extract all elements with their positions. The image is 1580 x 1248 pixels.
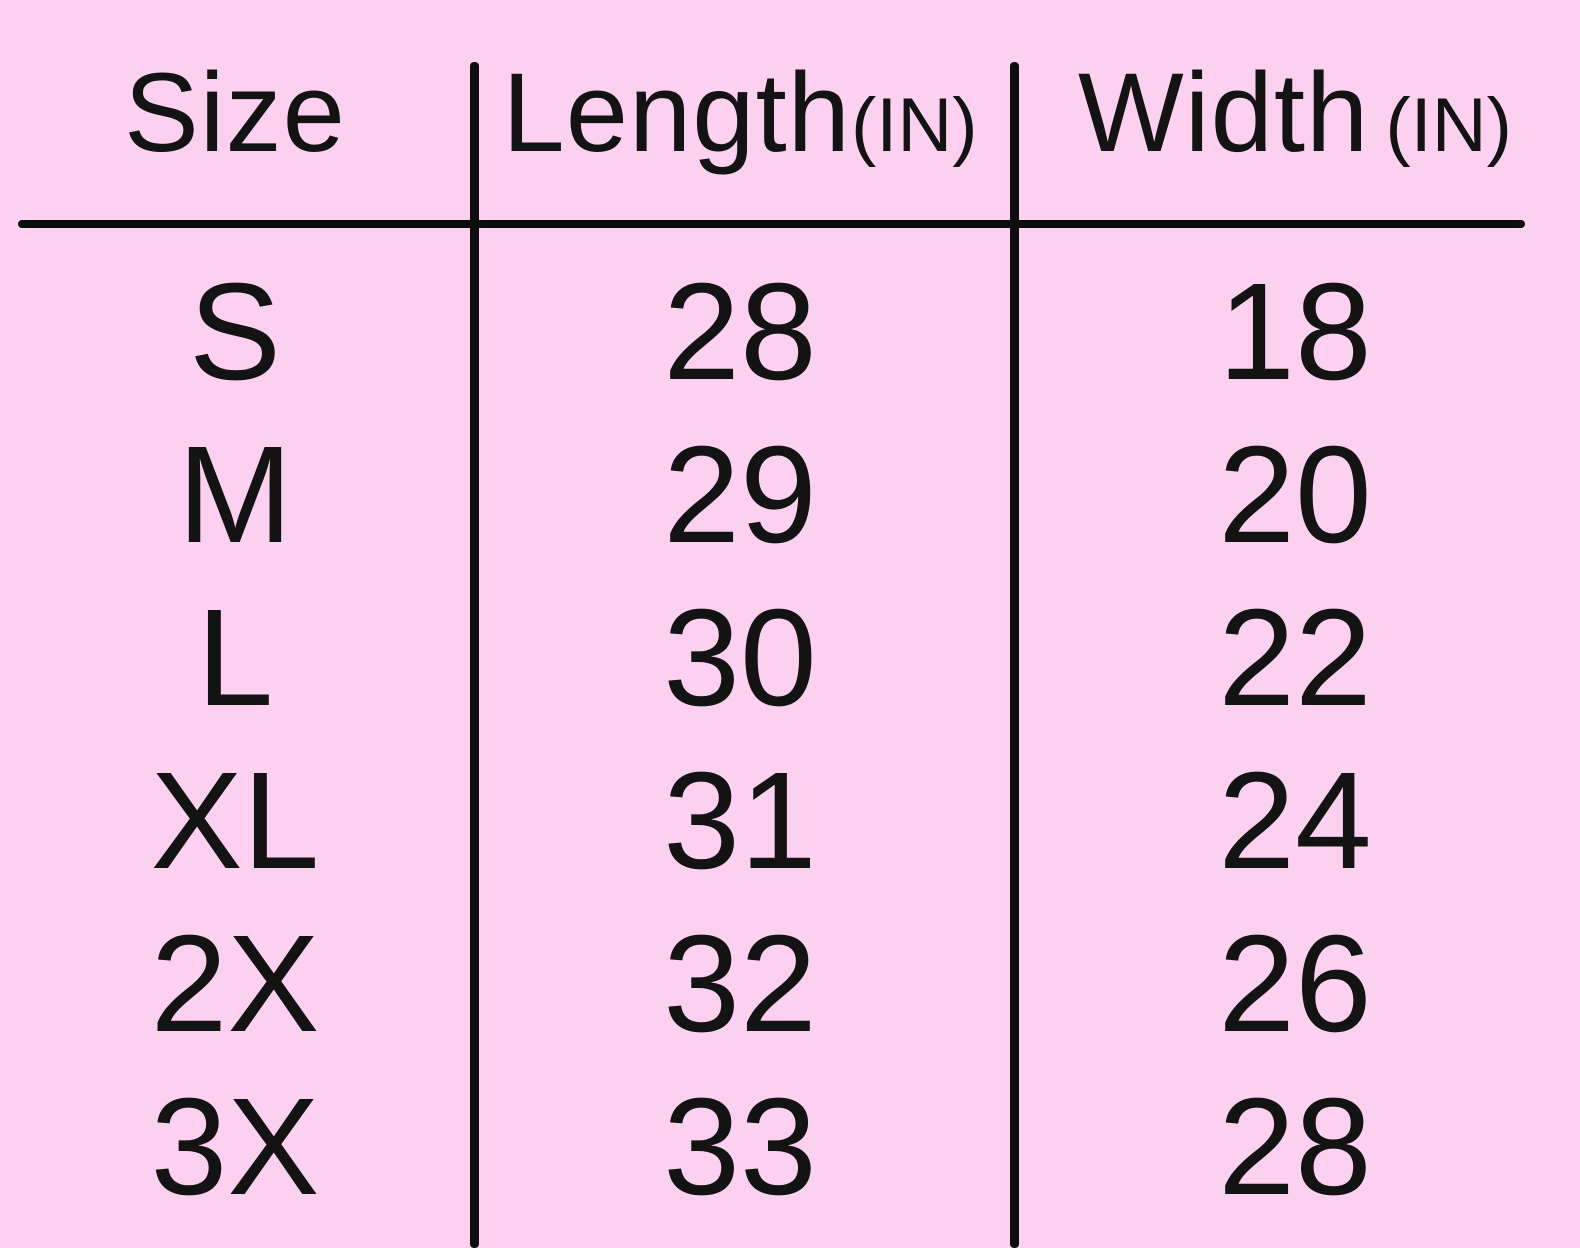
column-header-length: Length(IN) bbox=[470, 56, 1010, 169]
cell-size: S bbox=[188, 254, 282, 409]
cell-width: 18 bbox=[1218, 254, 1372, 409]
cell-length: 31 bbox=[663, 743, 817, 898]
cell-width: 20 bbox=[1218, 417, 1372, 572]
cell-size: 2X bbox=[150, 906, 320, 1061]
table-body: S 28 18 M 29 20 L 30 22 XL 31 24 2X 32 2… bbox=[0, 250, 1580, 1228]
cell-length: 29 bbox=[663, 417, 817, 572]
cell-width: 28 bbox=[1218, 1069, 1372, 1224]
header-divider-line bbox=[18, 220, 1525, 228]
cell-size: 3X bbox=[150, 1069, 320, 1224]
column-header-length-unit: (IN) bbox=[850, 82, 978, 168]
cell-length: 33 bbox=[663, 1069, 817, 1224]
column-header-size-label: Size bbox=[124, 49, 346, 175]
table-row: XL 31 24 bbox=[0, 739, 1580, 902]
column-header-width-label: Width bbox=[1078, 49, 1370, 175]
cell-width: 26 bbox=[1218, 906, 1372, 1061]
column-divider-line-1 bbox=[470, 62, 479, 1248]
cell-length: 28 bbox=[663, 254, 817, 409]
cell-size: XL bbox=[150, 743, 320, 898]
cell-width: 24 bbox=[1218, 743, 1372, 898]
cell-width: 22 bbox=[1218, 580, 1372, 735]
cell-length: 30 bbox=[663, 580, 817, 735]
cell-size: L bbox=[196, 580, 274, 735]
table-row: S 28 18 bbox=[0, 250, 1580, 413]
column-header-width-unit: (IN) bbox=[1385, 82, 1512, 168]
column-header-width: Width (IN) bbox=[1010, 56, 1580, 169]
table-row: L 30 22 bbox=[0, 576, 1580, 739]
table-row: 2X 32 26 bbox=[0, 902, 1580, 1065]
cell-length: 32 bbox=[663, 906, 817, 1061]
table-header-row: Size Length(IN) Width (IN) bbox=[0, 0, 1580, 225]
cell-size: M bbox=[177, 417, 293, 572]
table-row: M 29 20 bbox=[0, 413, 1580, 576]
column-header-length-label: Length bbox=[502, 49, 851, 175]
table-row: 3X 33 28 bbox=[0, 1065, 1580, 1228]
column-header-size: Size bbox=[0, 56, 470, 169]
column-divider-line-2 bbox=[1010, 62, 1019, 1248]
